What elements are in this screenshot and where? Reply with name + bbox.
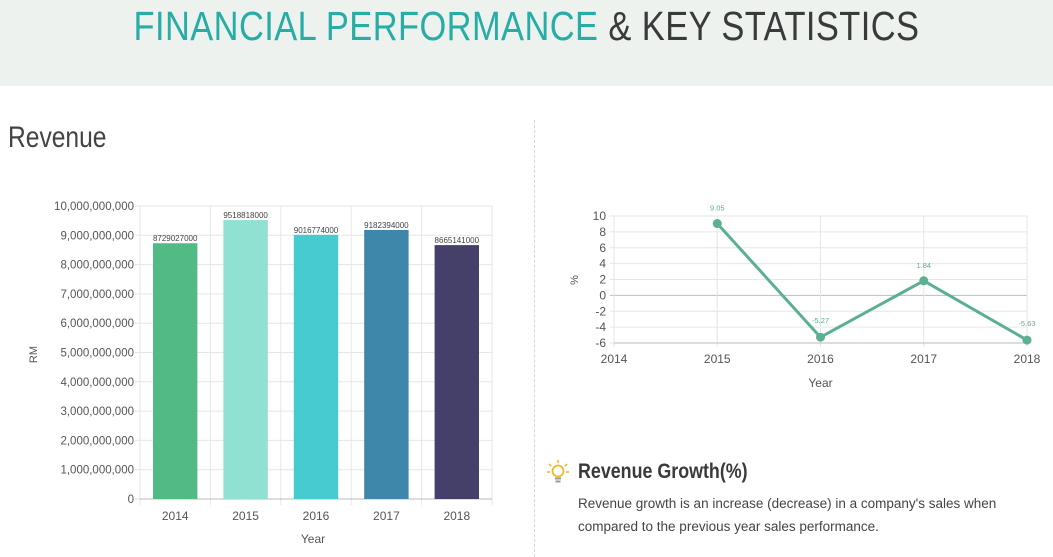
page-title-accent: FINANCIAL PERFORMANCE [133, 3, 599, 49]
growth-point-2017 [919, 276, 929, 286]
bar-2017 [364, 229, 409, 499]
revenue-growth-description: Revenue growth is an increase (decrease)… [578, 496, 997, 534]
column-divider [534, 120, 535, 557]
x-tick-label: 2016 [807, 352, 834, 366]
growth-series-line [716, 222, 1028, 342]
bar-value-label: 9182394000 [364, 221, 409, 230]
y-tick-label: 10 [593, 209, 607, 223]
y-tick-label: 2,000,000,000 [60, 435, 134, 447]
y-tick-label: 2 [599, 273, 606, 287]
y-tick-label: 0 [128, 494, 134, 506]
y-tick-label: 8 [599, 225, 606, 239]
growth-value-label: 9.05 [710, 204, 725, 213]
x-tick-label: 2016 [303, 509, 330, 523]
y-tick-label: 9,000,000,000 [60, 230, 134, 242]
y-tick-label: 8,000,000,000 [60, 260, 134, 272]
page-title-rest: & KEY STATISTICS [608, 3, 920, 49]
growth-point-2016 [816, 332, 825, 342]
bar-value-label: 8729027000 [153, 234, 198, 243]
y-tick-label: 4 [599, 257, 606, 271]
page-title: FINANCIAL PERFORMANCE & KEY STATISTICS [84, 3, 969, 50]
y-tick-label: 3,000,000,000 [60, 406, 134, 418]
y-tick-label: 5,000,000,000 [60, 348, 134, 360]
growth-value-label: 1.84 [916, 261, 931, 270]
x-tick-label: 2014 [162, 509, 189, 523]
y-tick-label: -2 [595, 304, 606, 318]
revenue-section-title: Revenue [8, 121, 107, 154]
growth-value-label: -5.63 [1018, 319, 1035, 328]
bar-2014 [153, 243, 198, 499]
y-tick-label: 6 [599, 241, 606, 255]
bar-2016 [293, 234, 339, 499]
revenue-growth-title: Revenue Growth(%) [578, 460, 748, 483]
bar-value-label: 8665141000 [435, 236, 480, 245]
y-tick-label: 1,000,000,000 [60, 465, 134, 477]
growth-point-2015 [712, 219, 722, 229]
y-tick-label: 6,000,000,000 [60, 318, 134, 330]
bar-value-label: 9016774000 [294, 226, 339, 235]
y-axis-title: RM [28, 346, 40, 363]
lightbulb-icon [547, 460, 569, 483]
x-tick-label: 2018 [443, 509, 470, 523]
y-tick-label: 4,000,000,000 [60, 377, 134, 389]
y-tick-label: -4 [595, 320, 606, 334]
y-tick-label: 10,000,000,000 [54, 201, 134, 213]
x-tick-label: 2017 [910, 352, 937, 366]
bar-value-label: 9518818000 [223, 211, 268, 220]
y-tick-label: -6 [595, 336, 606, 350]
header-banner: FINANCIAL PERFORMANCE & KEY STATISTICS [0, 0, 1053, 86]
bar-2018 [434, 245, 479, 499]
x-axis-title: Year [808, 376, 832, 390]
x-tick-label: 2015 [704, 352, 731, 366]
growth-value-label: -5.27 [812, 316, 829, 325]
bar-2015 [223, 220, 268, 499]
y-tick-label: 0 [599, 288, 606, 302]
y-axis-title: % [569, 275, 581, 285]
growth-point-2018 [1022, 335, 1032, 345]
x-tick-label: 2015 [232, 509, 259, 523]
y-tick-label: 7,000,000,000 [60, 289, 134, 301]
x-tick-label: 2018 [1014, 352, 1041, 366]
x-axis-title: Year [301, 532, 325, 546]
x-tick-label: 2014 [601, 352, 628, 366]
x-tick-label: 2017 [373, 509, 400, 523]
